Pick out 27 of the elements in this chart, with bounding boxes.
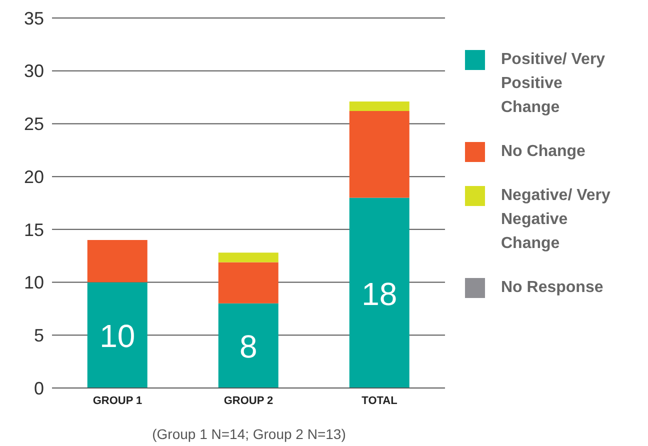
bar bbox=[218, 303, 278, 388]
y-tick-label: 30 bbox=[24, 61, 44, 82]
x-tick-label: GROUP 2 bbox=[224, 394, 274, 407]
y-tick-label: 5 bbox=[34, 326, 44, 346]
y-tick-label: 20 bbox=[24, 166, 44, 187]
x-tick-label: GROUP 1 bbox=[92, 394, 142, 407]
legend-label: No Change bbox=[501, 142, 586, 162]
y-tick-label: 15 bbox=[24, 220, 44, 240]
y-tick-label: 35 bbox=[24, 8, 44, 28]
bar bbox=[349, 102, 410, 112]
data-label: 10 bbox=[100, 318, 136, 354]
bar bbox=[218, 252, 278, 262]
legend-label: Positive/ Very Positive Change bbox=[501, 50, 606, 118]
bar bbox=[349, 198, 410, 388]
bar bbox=[349, 111, 410, 198]
x-tick-label: TOTAL bbox=[362, 394, 398, 407]
y-tick-label: 25 bbox=[24, 114, 44, 134]
y-tick-label: 0 bbox=[34, 378, 44, 398]
bar bbox=[87, 240, 148, 282]
y-tick-label: 10 bbox=[24, 272, 44, 293]
legend-label: Negative/ Very Negative Change bbox=[501, 186, 612, 254]
bar bbox=[218, 262, 278, 304]
data-label: 8 bbox=[239, 328, 258, 365]
bar bbox=[87, 282, 148, 388]
text: (Group 1 N=14; Group 2 N=13) bbox=[151, 426, 347, 442]
data-label: 18 bbox=[362, 276, 398, 312]
legend-label: No Response bbox=[501, 278, 604, 298]
